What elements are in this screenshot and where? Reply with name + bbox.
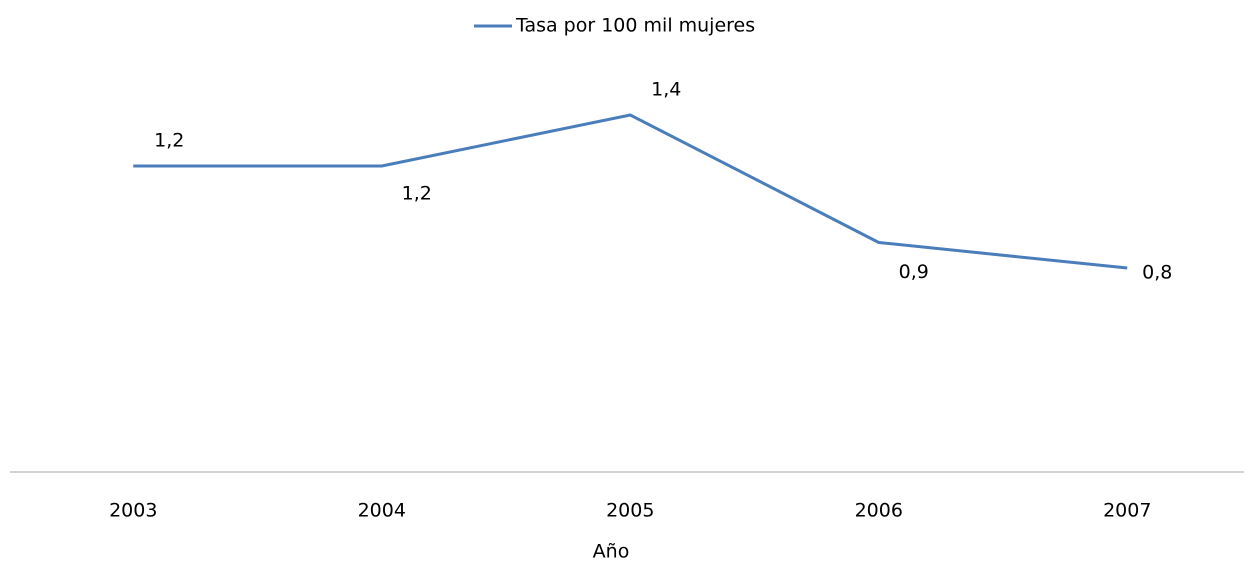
x-tick-label: 2005 bbox=[606, 500, 654, 522]
x-tick-label: 2007 bbox=[1103, 500, 1151, 522]
series-line bbox=[133, 113, 1128, 270]
x-axis-title: Año bbox=[593, 541, 630, 563]
legend-label: Tasa por 100 mil mujeres bbox=[515, 15, 755, 37]
data-label: 0,9 bbox=[899, 261, 929, 283]
data-label: 1,2 bbox=[402, 183, 432, 205]
data-label: 0,8 bbox=[1142, 262, 1172, 284]
x-tick-label: 2004 bbox=[358, 500, 406, 522]
data-label: 1,2 bbox=[154, 130, 184, 152]
data-label: 1,4 bbox=[651, 79, 681, 101]
x-tick-label: 2006 bbox=[855, 500, 903, 522]
x-tick-label: 2003 bbox=[109, 500, 157, 522]
